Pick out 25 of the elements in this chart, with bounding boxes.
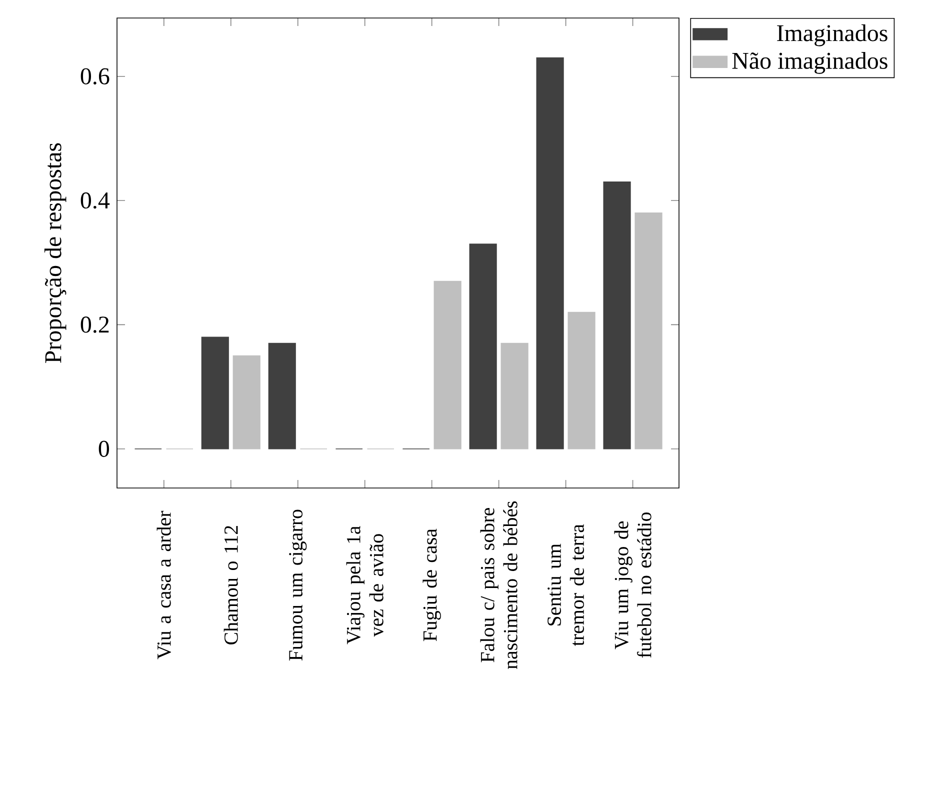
y-tick-label: 0 (98, 440, 110, 457)
y-tick-label: 0.4 (80, 192, 110, 209)
x-tick-label: Fumou um cigarro (289, 510, 307, 661)
x-tick-label: Falou c/ pais sobre nascimento de bébés (480, 501, 518, 670)
x-tick-label: Viu um jogo de futebol no estádio (614, 512, 652, 658)
legend-label: Não imaginados (732, 52, 888, 74)
bar (634, 212, 662, 450)
bar (500, 342, 528, 450)
x-tick-label: Sentiu um tremor de terra (548, 524, 584, 646)
bar (434, 280, 462, 450)
bar (268, 342, 296, 450)
y-tick-label: 0.6 (80, 68, 110, 85)
x-tick-label: Viu a casa a arder (156, 510, 171, 660)
x-tick-label: Viajou pela 1a vez de avião (346, 526, 384, 644)
bar (568, 312, 596, 450)
x-tick-label: Chamou o 112 (224, 526, 238, 644)
bar (603, 182, 631, 450)
legend-label: Imaginados (777, 24, 888, 46)
y-tick-label: 0.2 (80, 316, 109, 333)
bar (232, 355, 260, 450)
y-axis-title: Proporção de respostas (44, 143, 66, 363)
x-tick-label: Fugiu de casa (422, 528, 441, 642)
bar (201, 336, 229, 450)
bar (469, 244, 497, 450)
bar (536, 57, 564, 450)
